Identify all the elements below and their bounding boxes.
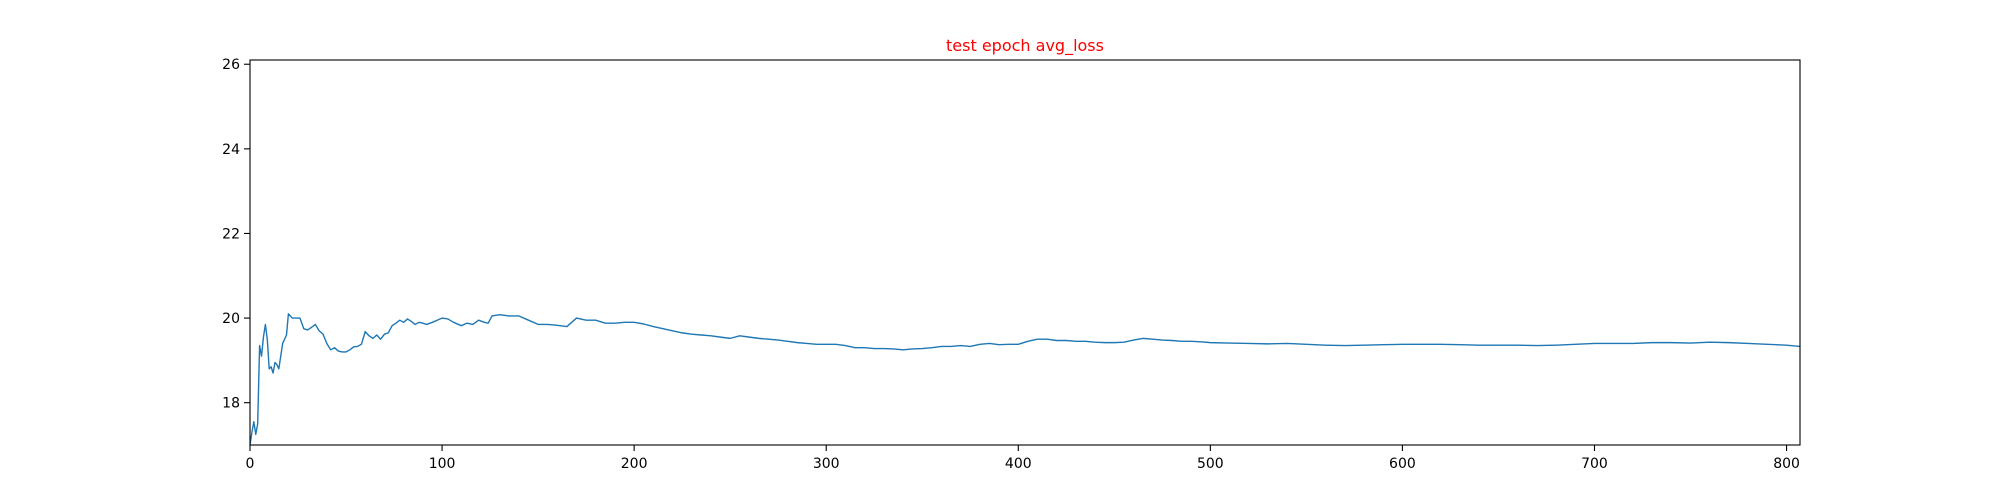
plot-area-frame xyxy=(249,59,1801,446)
x-axis: 0 100 200 300 400 500 600 700 800 xyxy=(246,445,1800,472)
series-line-0 xyxy=(250,313,1800,445)
x-tick-label: 300 xyxy=(813,456,840,472)
x-tick-label: 100 xyxy=(429,456,456,472)
y-tick-label: 22 xyxy=(222,226,240,242)
x-tick-label: 0 xyxy=(246,456,255,472)
y-tick-label: 26 xyxy=(222,57,240,73)
y-axis: 18 20 22 24 26 xyxy=(222,57,250,412)
x-tick-label: 200 xyxy=(621,456,648,472)
chart-title: test epoch avg_loss xyxy=(946,36,1104,56)
y-tick-label: 18 xyxy=(222,396,240,412)
x-tick-label: 500 xyxy=(1197,456,1224,472)
x-tick-label: 700 xyxy=(1581,456,1608,472)
y-tick-label: 20 xyxy=(222,311,240,327)
x-tick-label: 800 xyxy=(1773,456,1800,472)
x-tick-label: 400 xyxy=(1005,456,1032,472)
x-tick-label: 600 xyxy=(1389,456,1416,472)
y-tick-label: 24 xyxy=(222,142,240,158)
plot-data-layer xyxy=(250,313,1800,445)
